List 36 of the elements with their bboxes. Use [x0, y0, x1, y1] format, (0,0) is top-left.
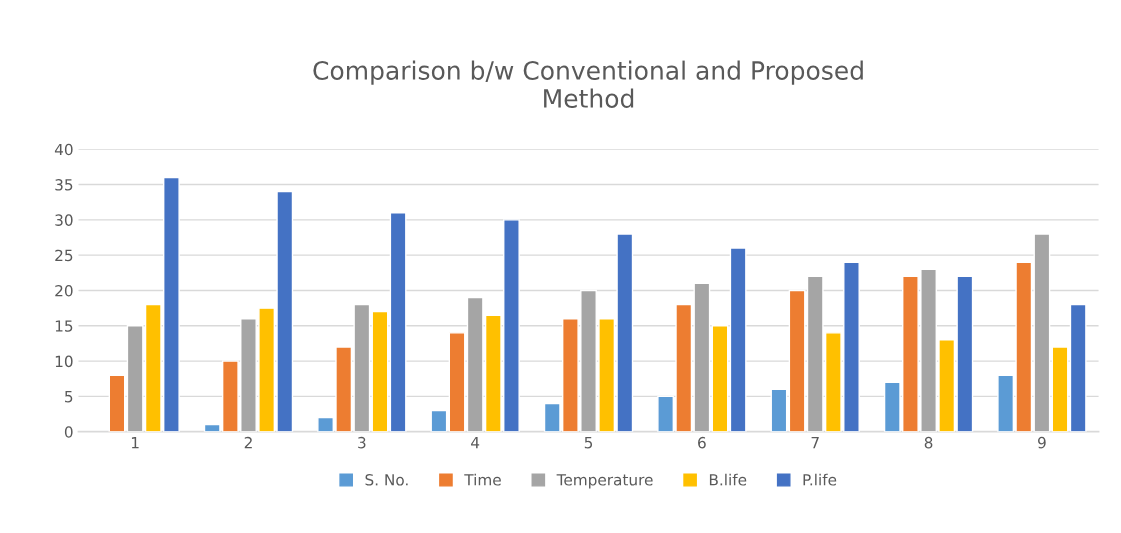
bar: [711, 325, 729, 432]
x-tick-label: 7: [811, 437, 819, 449]
y-tick-label: 10: [55, 355, 73, 368]
bar: [430, 409, 448, 432]
y-tick-label: 20: [55, 284, 73, 297]
x-tick-label: 2: [244, 436, 252, 449]
bar: [770, 388, 788, 432]
x-tick-label: 5: [584, 437, 593, 449]
legend-label: Time: [464, 473, 501, 486]
y-tick-label: 15: [55, 320, 73, 332]
y-tick-label: 30: [55, 214, 73, 226]
x-tick-label: 3: [358, 436, 366, 449]
bar: [788, 289, 806, 432]
bar: [1051, 346, 1069, 432]
x-tick-label: 1: [131, 437, 139, 449]
y-tick-label: 25: [55, 249, 73, 262]
bar: [1069, 303, 1087, 432]
bar: [729, 247, 747, 432]
x-tick-label: 4: [471, 437, 480, 449]
bar: [1033, 233, 1051, 432]
legend-label: S. No.: [365, 474, 408, 486]
legend-label: Temperature: [556, 474, 653, 489]
y-tick-label: 5: [65, 391, 73, 403]
legend-label: P.life: [803, 473, 837, 486]
bar: [108, 374, 126, 432]
y-tick-label: 40: [54, 143, 73, 156]
legend-label: B.life: [709, 473, 747, 486]
bar: [389, 212, 407, 432]
y-tick-label: 35: [55, 179, 73, 191]
chart-title: Comparison b/w Conventional and Proposed Method: [313, 60, 863, 108]
y-tick-label: 0: [64, 426, 73, 438]
x-tick-label: 9: [1038, 436, 1046, 449]
bar: [371, 310, 389, 432]
x-tick-label: 6: [698, 436, 706, 449]
x-tick-label: 8: [924, 436, 933, 449]
bar: [448, 332, 466, 432]
